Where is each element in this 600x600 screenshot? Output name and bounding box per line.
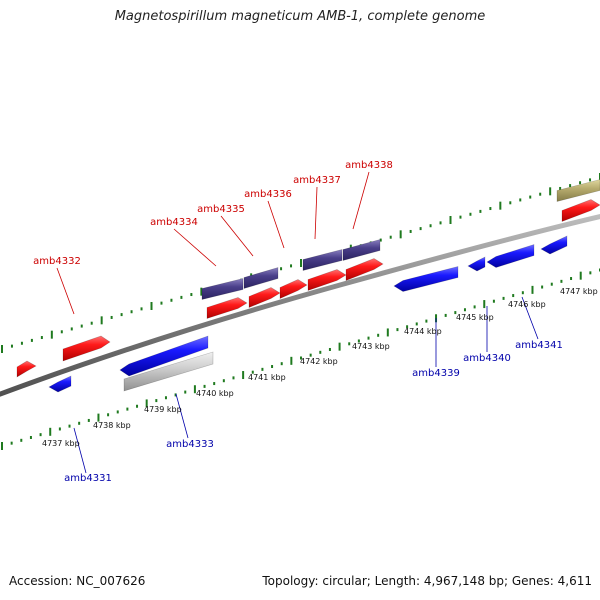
inner-scale-ticks xyxy=(1,268,600,450)
gene-arrow xyxy=(62,335,111,362)
scale-label: 4743 kbp xyxy=(352,342,390,351)
gene-label: amb4338 xyxy=(345,160,393,171)
gene-arrow xyxy=(393,266,459,292)
label-leader-lines xyxy=(56,171,539,474)
gene-label: amb4333 xyxy=(166,439,214,450)
map-title: Magnetospirillum magneticum AMB-1, compl… xyxy=(114,9,486,24)
gene-arrow xyxy=(243,267,279,289)
accession-text: Accession: NC_007626 xyxy=(9,574,146,588)
scale-label: 4742 kbp xyxy=(300,357,338,366)
gene-arrow xyxy=(486,244,535,268)
label-leader xyxy=(56,267,75,315)
gene-arrow xyxy=(279,279,308,299)
scale-label: 4747 kbp xyxy=(560,287,598,296)
gene-arrow xyxy=(307,269,347,291)
gene-arrow xyxy=(123,351,214,392)
gene-arrow xyxy=(248,287,281,308)
scale-label: 4738 kbp xyxy=(93,421,131,430)
gene-label: amb4331 xyxy=(64,473,112,484)
gene-label: amb4341 xyxy=(515,340,563,351)
label-leader xyxy=(267,200,285,249)
scale-label: 4737 kbp xyxy=(42,439,80,448)
scale-label: 4744 kbp xyxy=(404,327,442,336)
genome-backbone xyxy=(0,214,600,397)
gene-label: amb4339 xyxy=(412,368,460,379)
scale-label: 4745 kbp xyxy=(456,313,494,322)
gene-arrow xyxy=(556,179,600,202)
gene-label: amb4340 xyxy=(463,353,511,364)
scale-label: 4740 kbp xyxy=(196,389,234,398)
gene-arrow xyxy=(201,278,244,300)
gene-arrow xyxy=(48,375,72,393)
gene-arrow xyxy=(119,335,209,377)
gene-arrow xyxy=(342,239,381,261)
gene-arrow xyxy=(561,199,600,222)
gene-arrow xyxy=(345,258,384,281)
label-leader xyxy=(314,186,318,240)
scale-labels: 4737 kbp 4738 kbp 4739 kbp 4740 kbp 4741 kbp… xyxy=(42,287,598,448)
topology-text: Topology: circular; Length: 4,967,148 bp… xyxy=(262,574,592,588)
gene-arrow xyxy=(540,235,568,255)
gene-label: amb4335 xyxy=(197,204,245,215)
gene-arrow xyxy=(467,256,486,272)
label-leader xyxy=(175,393,189,439)
label-leader xyxy=(173,228,217,267)
gene-label: amb4336 xyxy=(244,189,292,200)
gene-label: amb4334 xyxy=(150,217,198,228)
gene-label: amb4332 xyxy=(33,256,81,267)
gene-label: amb4337 xyxy=(293,175,341,186)
scale-label: 4746 kbp xyxy=(508,300,546,309)
label-leader xyxy=(73,427,87,474)
gene-features xyxy=(16,179,600,393)
gene-arrow xyxy=(302,249,343,271)
gene-arrow xyxy=(16,360,37,378)
label-leader xyxy=(220,215,254,257)
scale-label: 4741 kbp xyxy=(248,373,286,382)
scale-label: 4739 kbp xyxy=(144,405,182,414)
gene-arrow xyxy=(206,297,248,319)
label-leader xyxy=(352,171,370,230)
label-leader xyxy=(521,296,539,340)
